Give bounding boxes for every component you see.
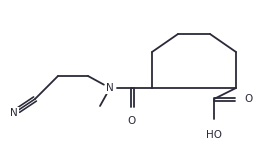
Text: O: O bbox=[244, 94, 252, 104]
Text: N: N bbox=[10, 108, 18, 118]
Text: N: N bbox=[106, 83, 114, 93]
Text: HO: HO bbox=[206, 130, 222, 140]
Text: O: O bbox=[128, 116, 136, 126]
